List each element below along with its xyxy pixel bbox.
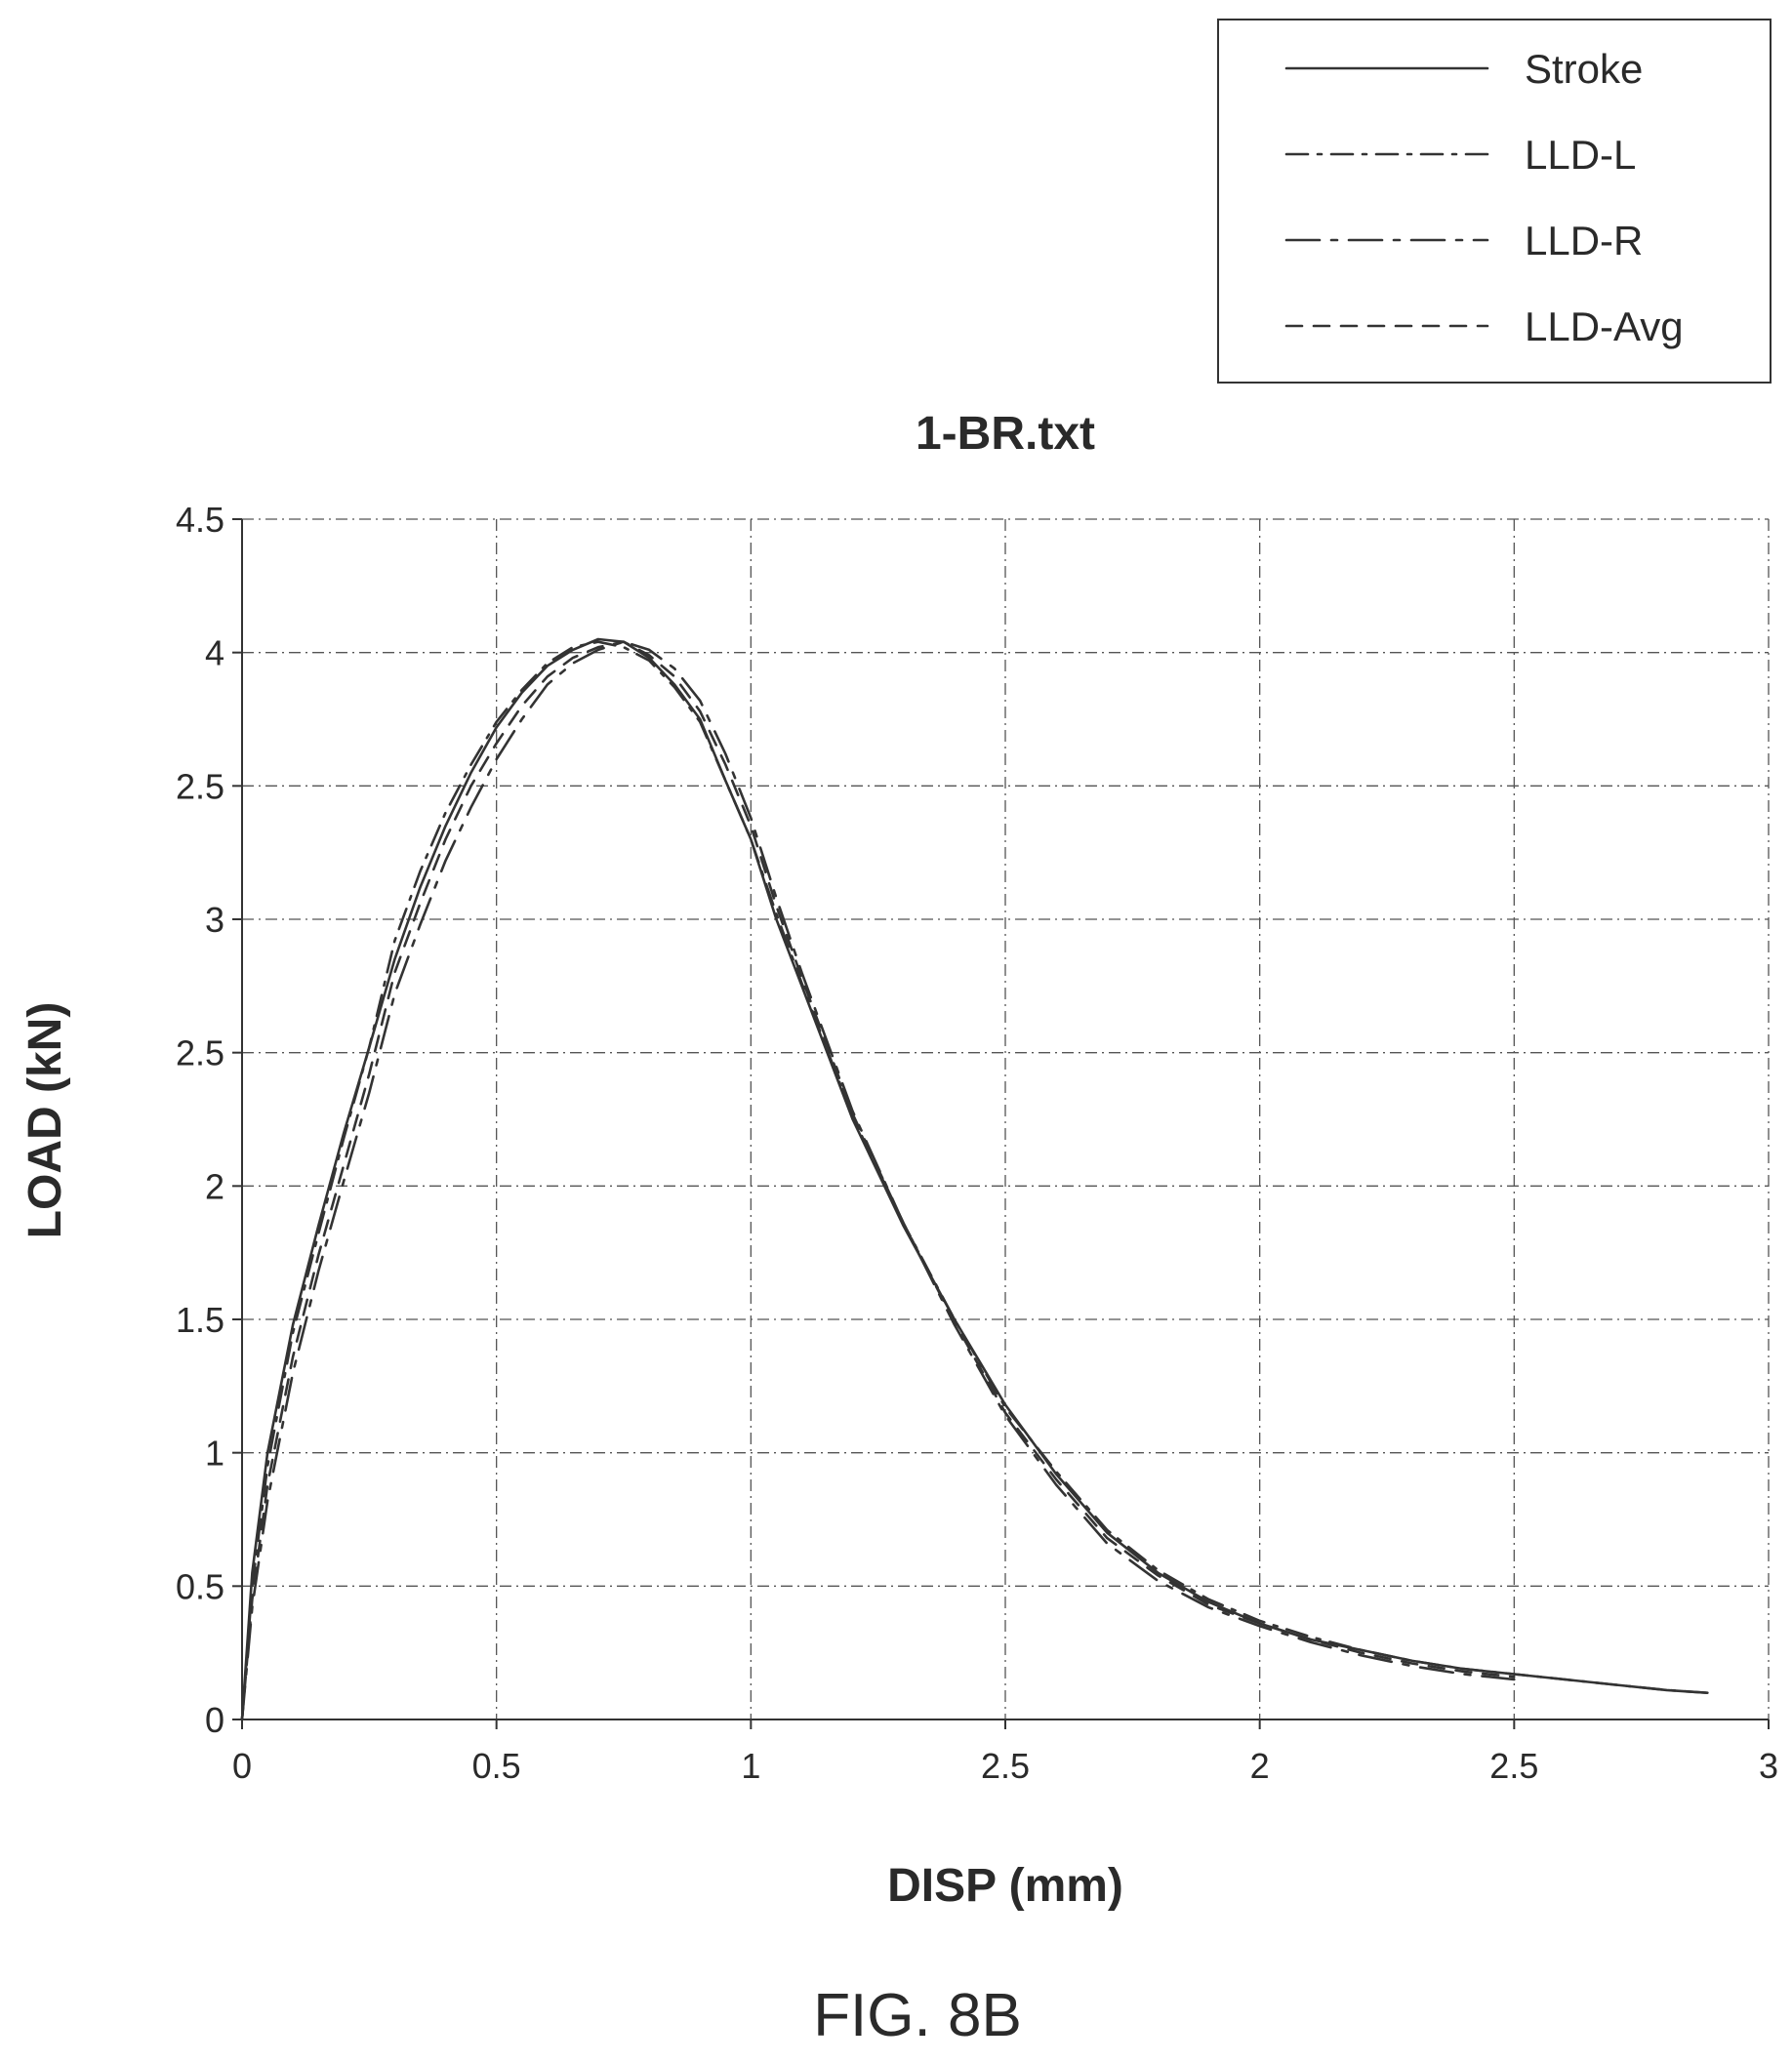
legend-box	[1217, 19, 1772, 384]
legend-label: Stroke	[1525, 46, 1643, 92]
x-tick-label: 0.5	[472, 1746, 521, 1786]
x-tick-label: 1	[741, 1746, 760, 1786]
legend-label: LLD-R	[1525, 218, 1643, 263]
y-ticks: 0 0.5 1 1.5 2 2.5 3 2.5 4 4.5	[176, 500, 242, 1740]
grid	[242, 518, 1770, 1719]
x-tick-label: 2	[1250, 1746, 1270, 1786]
x-tick-label: 2.5	[1489, 1746, 1538, 1786]
x-axis-label: DISP (mm)	[887, 1860, 1123, 1912]
y-tick-label: 1	[205, 1434, 224, 1474]
series-line-lld-l	[240, 640, 1709, 1721]
figure-label: FIG. 8B	[813, 1982, 1022, 2049]
legend-label: LLD-Avg	[1525, 303, 1684, 349]
series-line-lld-r	[240, 640, 1516, 1721]
y-tick-label: 0.5	[176, 1566, 224, 1606]
legend: Stroke LLD-L LLD-R LLD-Avg	[1217, 19, 1772, 384]
y-tick-label: 2.5	[176, 766, 224, 806]
series-line-lld-avg	[240, 640, 1516, 1721]
axes	[241, 519, 1769, 1720]
y-axis-label: LOAD (kN)	[20, 1002, 71, 1239]
x-ticks: 0 0.5 1 2.5 2 2.5 3	[232, 1719, 1778, 1786]
legend-items: Stroke LLD-L LLD-R LLD-Avg	[1284, 46, 1684, 349]
x-tick-label: 3	[1759, 1746, 1778, 1786]
y-tick-label: 2	[205, 1166, 224, 1206]
chart-title: 1-BR.txt	[916, 408, 1095, 460]
x-tick-label: 0	[232, 1746, 252, 1786]
x-tick-label: 2.5	[981, 1746, 1030, 1786]
y-tick-label: 0	[205, 1700, 224, 1740]
legend-label: LLD-L	[1525, 132, 1636, 178]
y-tick-label: 1.5	[176, 1300, 224, 1340]
series-layer	[240, 637, 1709, 1721]
series-line-stroke	[240, 637, 1709, 1721]
y-tick-label: 2.5	[176, 1033, 224, 1073]
y-tick-label: 4	[205, 633, 224, 673]
y-tick-label: 4.5	[176, 500, 224, 540]
y-tick-label: 3	[205, 900, 224, 940]
